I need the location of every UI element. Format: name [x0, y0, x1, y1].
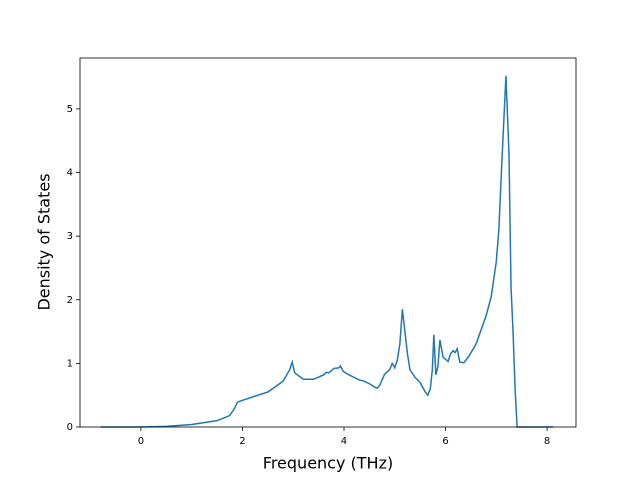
- plot-frame: [79, 57, 577, 428]
- x-tick-label: 6: [442, 436, 448, 447]
- y-tick-label: 4: [67, 168, 73, 179]
- x-tick-label: 4: [341, 436, 347, 447]
- x-tick-label: 0: [138, 436, 144, 447]
- x-axis-label: Frequency (THz): [263, 454, 393, 473]
- y-axis-label: Density of States: [35, 173, 54, 310]
- y-tick-label: 0: [67, 422, 73, 433]
- dos-line: [100, 75, 554, 428]
- y-tick-label: 5: [67, 104, 73, 115]
- y-tick-label: 1: [67, 358, 73, 369]
- x-tick-label: 2: [239, 436, 245, 447]
- y-tick-label: 3: [67, 231, 73, 242]
- x-tick-label: 8: [544, 436, 550, 447]
- y-tick-label: 2: [67, 295, 73, 306]
